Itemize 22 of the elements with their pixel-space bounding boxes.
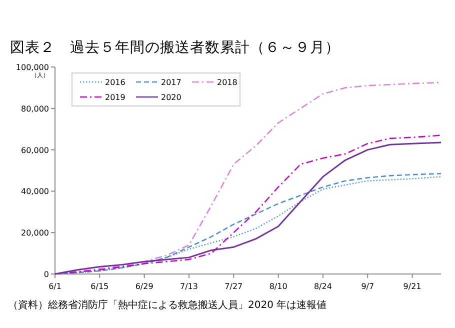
- x-tick-label: 9/7: [361, 282, 374, 291]
- x-tick-label: 9/21: [403, 282, 422, 291]
- y-tick-label: 20,000: [21, 228, 49, 238]
- x-tick-label: 8/24: [314, 282, 332, 291]
- legend-label: 2017: [161, 78, 182, 87]
- x-tick-label: 6/15: [90, 282, 109, 291]
- x-tick-label: 7/13: [180, 282, 198, 291]
- y-tick-label: 40,000: [21, 187, 49, 196]
- y-tick-label: 60,000: [21, 146, 49, 155]
- x-tick-label: 7/27: [224, 282, 243, 291]
- x-tick-label: 8/10: [269, 282, 288, 291]
- y-tick-label: 0: [44, 270, 49, 279]
- x-tick-label: 6/1: [48, 282, 62, 291]
- legend-label: 2018: [217, 78, 238, 87]
- y-tick-label: 100,000: [16, 63, 49, 72]
- legend-label: 2020: [161, 93, 182, 102]
- legend-label: 2019: [105, 93, 126, 102]
- x-tick-label: 6/29: [135, 282, 154, 291]
- y-tick-label: 80,000: [21, 104, 49, 114]
- chart-title: 図表２ 過去５年間の搬送者数累計（６～９月）: [10, 39, 340, 56]
- legend-label: 2016: [105, 78, 126, 87]
- text: （資料）総務省消防庁「熱中症による救急搬送人員」2020 年は速報値: [8, 299, 327, 311]
